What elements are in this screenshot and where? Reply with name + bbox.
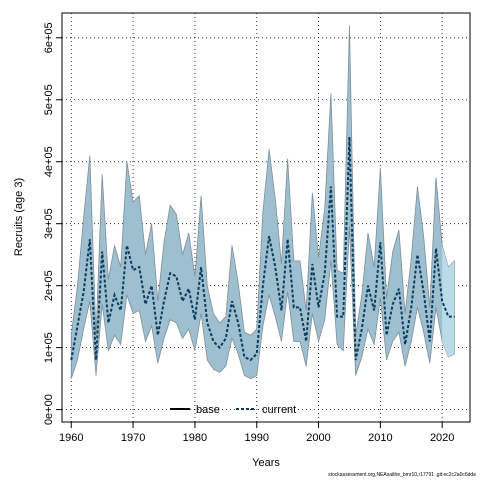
- x-tick-label: 1980: [183, 432, 207, 444]
- x-tick-label: 2000: [306, 432, 330, 444]
- y-tick-label: 6e+05: [43, 22, 55, 53]
- x-tick-label: 1990: [244, 432, 268, 444]
- legend-base-label: base: [196, 404, 220, 416]
- x-axis-title: Years: [252, 457, 280, 469]
- confidence-band-area: [70, 25, 455, 380]
- legend: base current: [170, 404, 296, 416]
- confidence-band: [70, 25, 455, 380]
- series-lines: [70, 136, 455, 362]
- y-tick-label: 5e+05: [43, 84, 55, 115]
- x-axis: 1960 1970 1980 1990 2000 2010 2020: [59, 422, 454, 444]
- current-series-line: [70, 136, 455, 362]
- legend-current-label: current: [262, 404, 296, 416]
- y-tick-label: 0e+00: [43, 394, 55, 425]
- x-tick-label: 2010: [368, 432, 392, 444]
- forecast-band-area: [442, 245, 455, 357]
- y-tick-label: 2e+05: [43, 270, 55, 301]
- y-tick-label: 1e+05: [43, 332, 55, 363]
- x-tick-label: 1970: [121, 432, 145, 444]
- footnote: stockassessment.org,NEAsaithe_bmr10,r177…: [328, 472, 476, 478]
- y-axis: 0e+00 1e+05 2e+05 3e+05 4e+05 5e+05 6e+05: [43, 22, 62, 425]
- y-axis-title: Recruits (age 3): [13, 178, 25, 256]
- x-tick-label: 2020: [430, 432, 454, 444]
- y-tick-label: 4e+05: [43, 146, 55, 177]
- y-tick-label: 3e+05: [43, 208, 55, 239]
- plot-frame: [61, 12, 471, 423]
- x-tick-label: 1960: [59, 432, 83, 444]
